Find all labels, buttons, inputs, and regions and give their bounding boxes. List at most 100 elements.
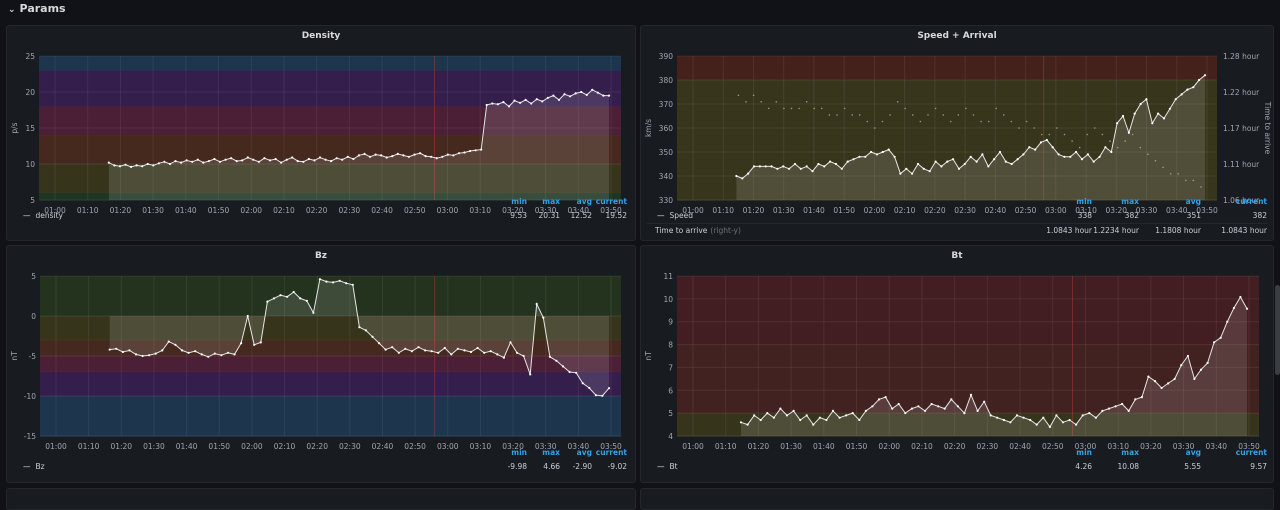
panel-title[interactable]: Speed + Arrival xyxy=(917,31,997,41)
series-point xyxy=(858,418,861,422)
legend-header-avg[interactable]: avg xyxy=(1185,448,1201,457)
legend-series-bz[interactable]: — Bz xyxy=(23,462,45,471)
panel-title[interactable]: Bt xyxy=(951,251,963,261)
arrival-point xyxy=(957,114,960,116)
x-tick-label: 02:00 xyxy=(240,206,262,215)
y-tick-label: -5 xyxy=(29,352,37,361)
series-point xyxy=(1107,407,1111,410)
arrival-point xyxy=(851,114,853,116)
legend-header-min[interactable]: min xyxy=(511,197,527,206)
x-tick-label: 02:40 xyxy=(1009,442,1031,451)
series-point xyxy=(831,409,835,412)
series-point xyxy=(1127,409,1130,412)
panel-title[interactable]: Density xyxy=(301,31,341,41)
legend-header-max[interactable]: max xyxy=(542,448,560,457)
series-point xyxy=(246,156,249,159)
panel-title[interactable]: Bz xyxy=(314,251,328,261)
legend-series-name: Speed xyxy=(669,211,694,220)
legend-header-current[interactable]: current xyxy=(595,197,627,206)
y-tick-label: 380 xyxy=(659,76,674,85)
legend-header-max[interactable]: max xyxy=(1121,448,1139,457)
legend-header-current[interactable]: current xyxy=(1235,448,1267,457)
y-right-axis-label: Time to arrive xyxy=(1263,101,1272,155)
density-chart: 25 20 15 10 5 01:00 01:10 01:20 01:30 01:40 01:50 0… xyxy=(10,52,622,215)
y-tick-label: 390 xyxy=(659,52,674,61)
series-point xyxy=(739,421,743,424)
series-point xyxy=(548,355,552,358)
panel-density[interactable]: Density 25 20 15 10 5 01:00 01:10 01:20 01:30 01:… xyxy=(6,25,636,241)
panel-bt[interactable]: Bt 11 10 9 8 7 6 5 4 01:00 01:10 01:20 01:30 01:40 01… xyxy=(640,245,1274,483)
x-tick-label: 03:00 xyxy=(437,206,459,215)
series-point xyxy=(513,99,516,102)
series-line xyxy=(740,296,1248,428)
series-point xyxy=(312,311,315,314)
series-point xyxy=(1022,153,1025,156)
series-point xyxy=(196,158,199,161)
series-point xyxy=(410,350,413,353)
arrival-point xyxy=(1025,120,1028,123)
series-point xyxy=(1022,416,1025,419)
legend-header-avg[interactable]: avg xyxy=(576,448,592,457)
series-point xyxy=(884,396,887,399)
series-point xyxy=(950,398,953,401)
series-point xyxy=(483,351,486,354)
threshold-band xyxy=(39,135,621,164)
series-point xyxy=(279,294,282,297)
series-point xyxy=(235,160,238,163)
arrival-point xyxy=(1010,120,1013,123)
series-point xyxy=(280,161,283,164)
legend-header-current[interactable]: current xyxy=(595,448,627,457)
series-point xyxy=(413,153,416,156)
panel-bz[interactable]: Bz 5 0 -5 -10 -15 01:00 01:10 01:20 01:30 01:40 01… xyxy=(6,245,636,483)
series-point xyxy=(167,340,170,343)
series-point xyxy=(1029,418,1032,422)
series-point xyxy=(891,407,894,410)
chevron-down-icon[interactable]: ⌄ xyxy=(8,5,16,15)
series-point xyxy=(1010,162,1013,166)
legend-header-min[interactable]: min xyxy=(511,448,527,457)
series-point xyxy=(574,92,577,95)
legend-series-time-to-arrive[interactable]: Time to arrive (right-y) xyxy=(655,226,741,235)
x-tick-label: 03:50 xyxy=(600,442,622,451)
legend-header-max[interactable]: max xyxy=(1121,197,1139,206)
series-point xyxy=(846,160,849,163)
scrollbar[interactable] xyxy=(1275,285,1280,375)
legend-header-avg[interactable]: avg xyxy=(576,197,592,206)
series-point xyxy=(834,162,838,166)
arrival-point xyxy=(783,107,785,110)
series-point xyxy=(969,393,973,396)
panel-speed-arrival[interactable]: Speed + Arrival 390 380 370 360 350 340 330 01:… xyxy=(640,25,1274,241)
series-point xyxy=(452,154,455,157)
series-point xyxy=(357,154,360,157)
legend-swatch: — xyxy=(657,462,665,471)
series-point xyxy=(509,341,512,344)
arrival-point xyxy=(1192,179,1195,182)
legend-header-max[interactable]: max xyxy=(542,197,560,206)
series-point xyxy=(435,157,438,160)
arrival-point xyxy=(1048,133,1051,136)
series-point xyxy=(135,164,138,167)
x-tick-label: 01:50 xyxy=(208,442,230,451)
legend-series-speed[interactable]: — Speed xyxy=(657,211,693,220)
arrival-point xyxy=(1185,179,1187,182)
legend-series-density[interactable]: — density xyxy=(23,211,63,220)
series-point xyxy=(852,158,855,161)
legend-header-min[interactable]: min xyxy=(1076,197,1092,206)
row-header-params[interactable]: ⌄ Params xyxy=(8,2,66,20)
arrival-point xyxy=(1154,159,1157,162)
x-tick-label: 02:20 xyxy=(306,442,328,451)
series-point xyxy=(489,350,492,353)
arrival-point xyxy=(942,114,944,116)
legend-header-avg[interactable]: avg xyxy=(1185,197,1201,206)
series-point xyxy=(253,343,256,346)
series-point xyxy=(115,347,118,350)
arrival-point xyxy=(1094,127,1096,129)
legend-series-bt[interactable]: — Bt xyxy=(657,462,678,471)
series-point xyxy=(818,416,821,419)
legend-header-current[interactable]: current xyxy=(1235,197,1267,206)
legend-header-min[interactable]: min xyxy=(1076,448,1092,457)
series-point xyxy=(1051,146,1054,149)
arrival-point xyxy=(881,120,884,123)
series-point xyxy=(152,164,155,167)
arrival-point xyxy=(1162,166,1164,169)
